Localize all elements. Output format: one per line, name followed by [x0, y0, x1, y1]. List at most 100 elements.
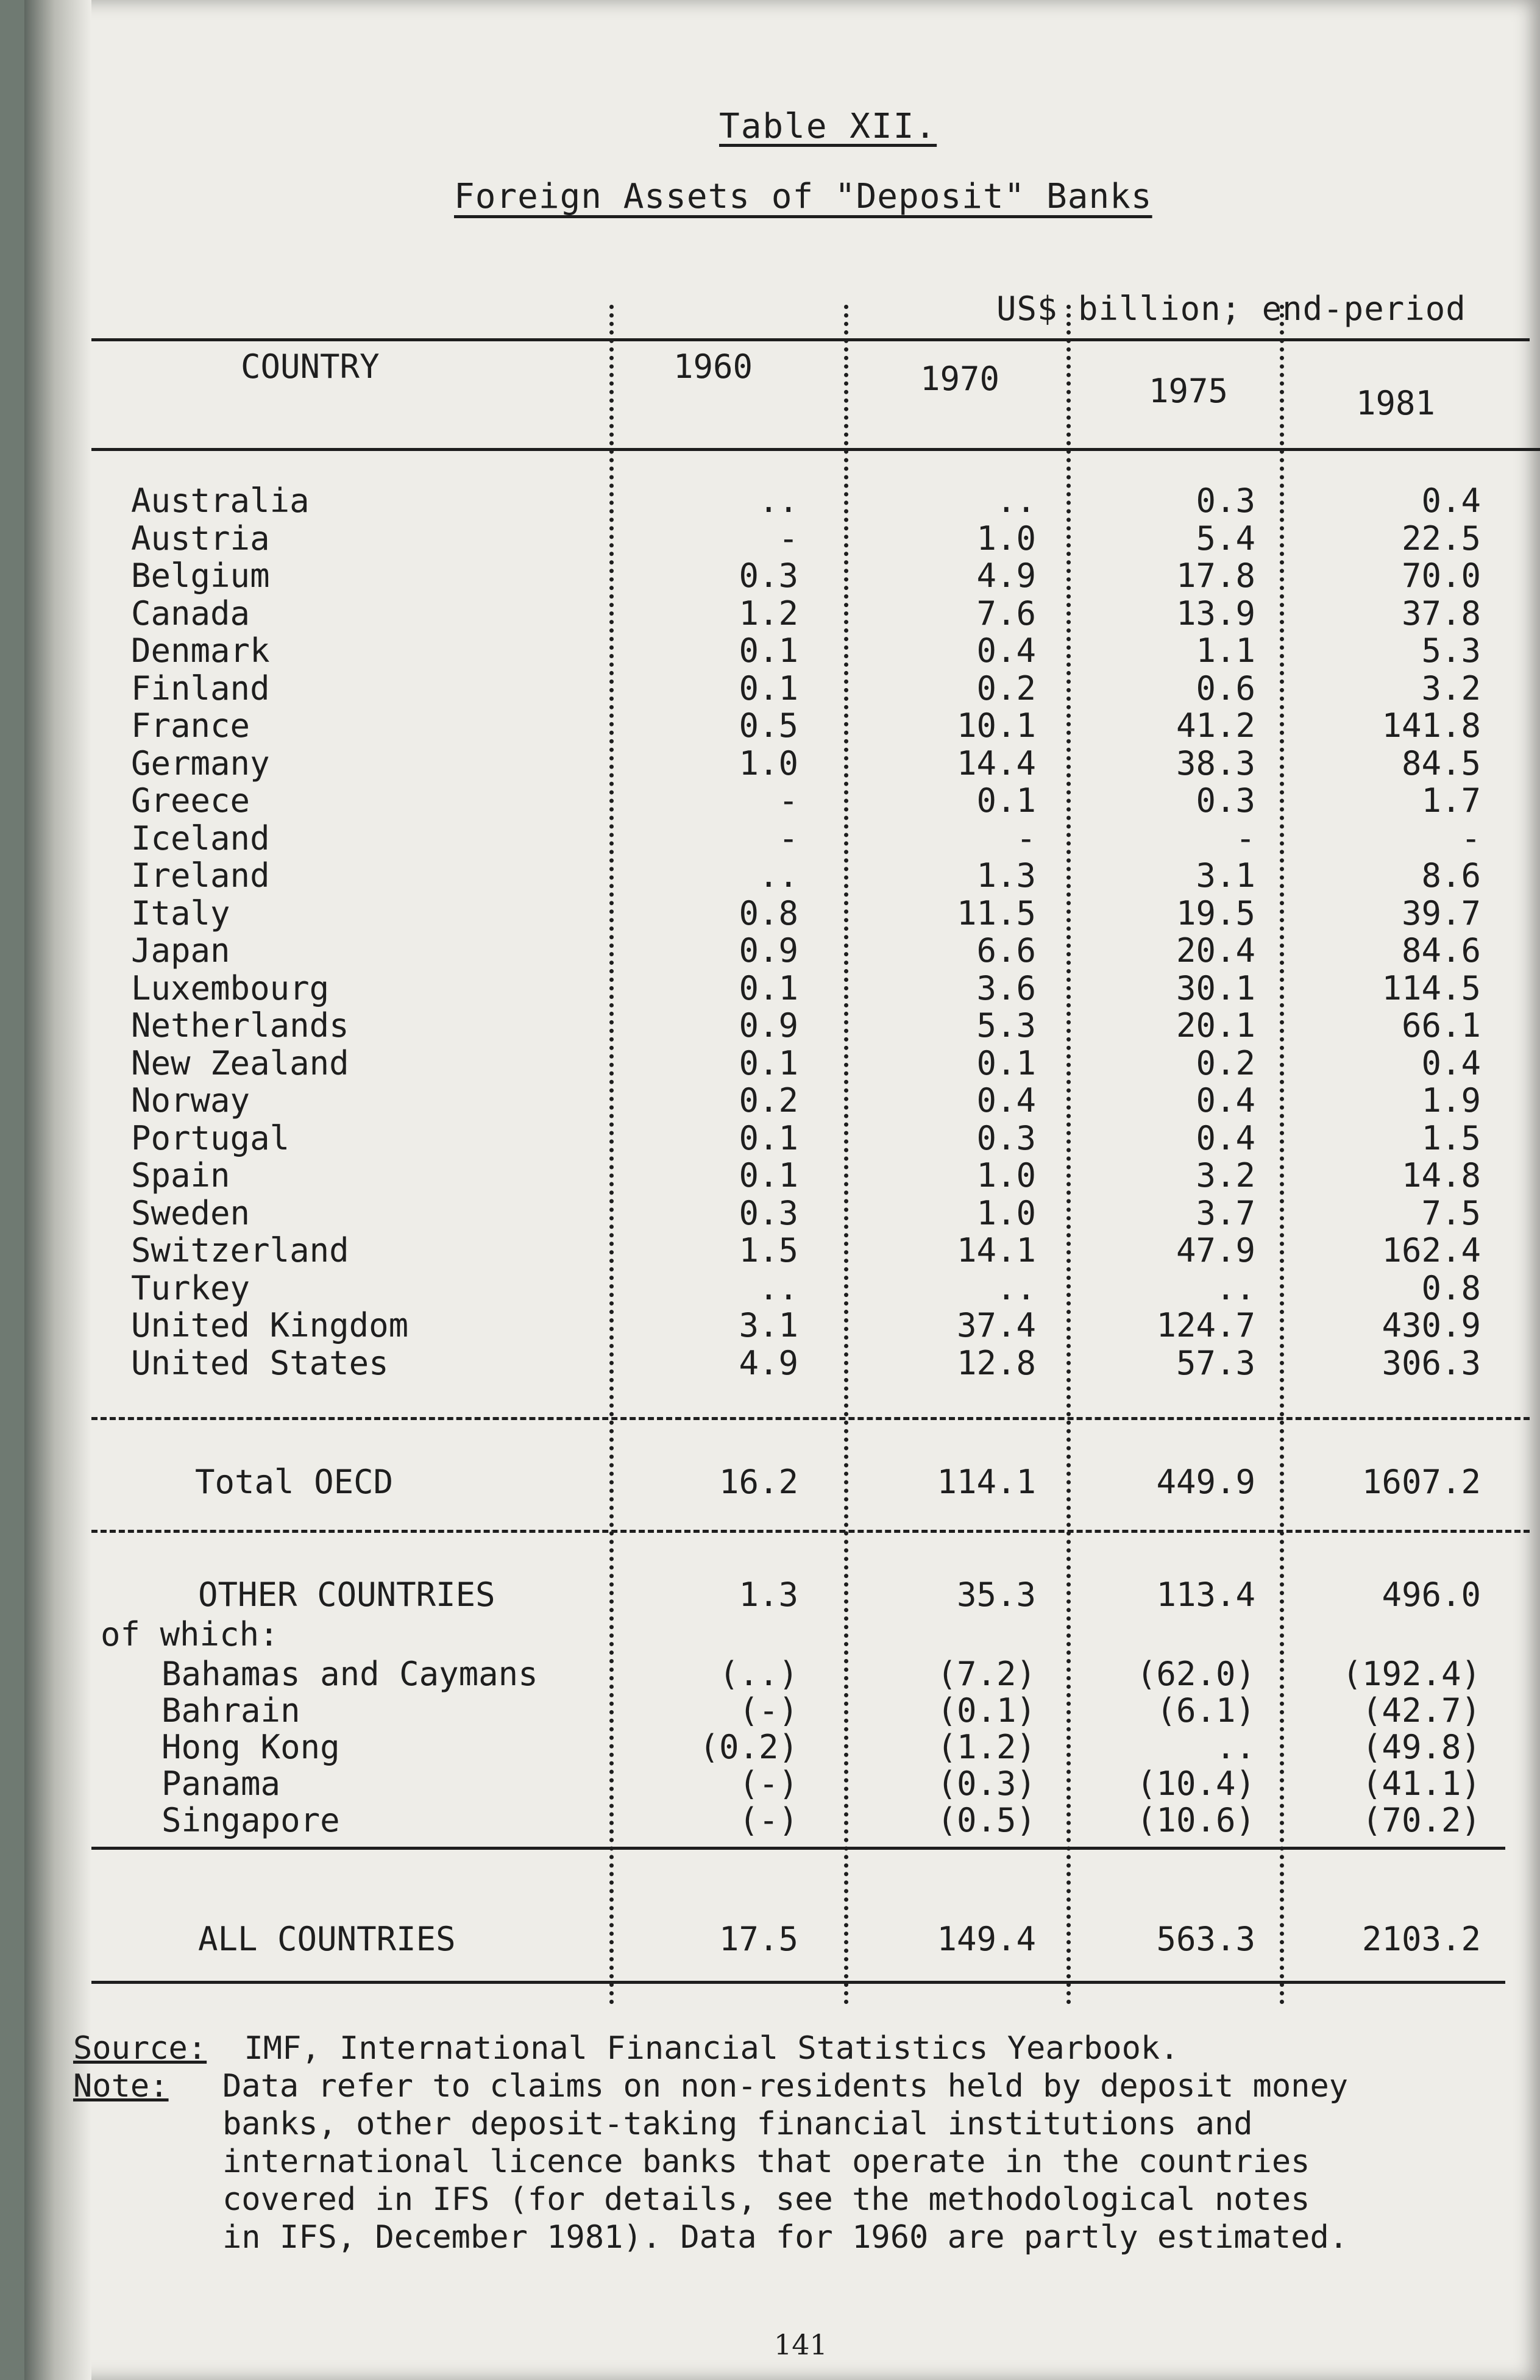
cell-1981: (41.1)	[1361, 1764, 1481, 1803]
cell-1981: 0.8	[1421, 1268, 1481, 1307]
cell-1960: 0.3	[739, 556, 798, 595]
country-cell: Australia	[131, 481, 310, 520]
cell-1970: 12.8	[956, 1343, 1036, 1382]
cell-1970: (0.5)	[937, 1801, 1036, 1839]
cell-1981: 37.8	[1401, 594, 1481, 633]
column-divider	[1066, 305, 1071, 2005]
cell-1970: -	[1016, 819, 1036, 858]
source-text: IMF, International Financial Statistics …	[244, 2030, 1179, 2067]
table-row: Panama (-) (0.3) (10.4) (41.1)	[24, 1764, 1540, 1803]
cell-1960: ..	[758, 1268, 798, 1307]
country-cell: Bahrain	[161, 1691, 300, 1730]
cell-1975: 3.1	[1196, 856, 1255, 895]
cell-1975: (62.0)	[1136, 1655, 1255, 1693]
table-row: Portugal 0.1 0.3 0.4 1.5	[24, 1119, 1540, 1157]
cell-1970: 4.9	[976, 556, 1036, 595]
country-cell: Turkey	[131, 1268, 250, 1307]
dashed-rule	[91, 1417, 1530, 1420]
header-1981: 1981	[1356, 384, 1436, 422]
cell-1970: 114.1	[937, 1463, 1036, 1501]
header-1970: 1970	[920, 360, 1000, 398]
cell-1960: 16.2	[719, 1463, 798, 1501]
cell-1960: -	[778, 519, 798, 558]
note-label: Note:	[73, 2068, 169, 2105]
country-cell: Bahamas and Caymans	[161, 1655, 538, 1693]
cell-1970: 1.0	[976, 1156, 1036, 1195]
cell-1960: 0.1	[739, 968, 798, 1007]
country-cell: New Zealand	[131, 1043, 349, 1082]
note-lines: Data refer to claims on non-residents he…	[222, 2067, 1533, 2256]
country-cell: Luxembourg	[131, 968, 330, 1007]
cell-1970: 0.2	[976, 669, 1036, 708]
cell-1981: 70.0	[1401, 556, 1481, 595]
cell-1975: 19.5	[1176, 893, 1255, 932]
table-title: Table XII.	[719, 107, 937, 146]
cell-1975: (10.6)	[1136, 1801, 1255, 1839]
cell-1960: 0.1	[739, 1043, 798, 1082]
cell-1960: 1.0	[739, 744, 798, 783]
cell-1981: 141.8	[1382, 706, 1481, 745]
cell-1960: (..)	[719, 1655, 798, 1693]
page-gutter	[24, 0, 91, 2380]
table-row: Singapore (-) (0.5) (10.6) (70.2)	[24, 1801, 1540, 1839]
total-oecd-row: Total OECD 16.2 114.1 449.9 1607.2	[24, 1463, 1540, 1501]
cell-1970: 14.1	[956, 1231, 1036, 1270]
country-cell: Ireland	[131, 856, 270, 895]
row-label: Total OECD	[195, 1463, 394, 1501]
cell-1960: 0.8	[739, 893, 798, 932]
table-row: Italy 0.8 11.5 19.5 39.7	[24, 894, 1540, 932]
cell-1970: 11.5	[956, 893, 1036, 932]
table-row: United States 4.9 12.8 57.3 306.3	[24, 1344, 1540, 1382]
cell-1970: 37.4	[956, 1306, 1036, 1345]
cell-1970: 1.0	[976, 519, 1036, 558]
cell-1960: 0.3	[739, 1193, 798, 1232]
column-divider	[844, 305, 848, 2005]
cell-1975: 3.2	[1196, 1156, 1255, 1195]
table-row: New Zealand 0.1 0.1 0.2 0.4	[24, 1044, 1540, 1082]
cell-1970: (1.2)	[937, 1728, 1036, 1766]
cell-1960: 0.1	[739, 669, 798, 708]
cell-1981: 14.8	[1401, 1156, 1481, 1195]
book-page: Table XII. Foreign Assets of "Deposit" B…	[24, 0, 1540, 2380]
cell-1970: 14.4	[956, 744, 1036, 783]
cell-1975: 0.6	[1196, 669, 1255, 708]
cell-1960: 4.9	[739, 1343, 798, 1382]
cell-1960: 17.5	[719, 1920, 798, 1958]
page-number: 141	[774, 2328, 828, 2361]
cell-1975: 3.7	[1196, 1193, 1255, 1232]
cell-1981: 0.4	[1421, 1043, 1481, 1082]
cell-1960: -	[778, 819, 798, 858]
table-row: Norway 0.2 0.4 0.4 1.9	[24, 1081, 1540, 1120]
cell-1970: 149.4	[937, 1920, 1036, 1958]
table-row: Bahrain (-) (0.1) (6.1) (42.7)	[24, 1691, 1540, 1730]
country-cell: Finland	[131, 669, 270, 708]
cell-1981: 5.3	[1421, 631, 1481, 670]
country-cell: Denmark	[131, 631, 270, 670]
table-row: France 0.5 10.1 41.2 141.8	[24, 706, 1540, 745]
cell-1970: (0.3)	[937, 1764, 1036, 1803]
cell-1975: 0.4	[1196, 1081, 1255, 1120]
table-row: United Kingdom 3.1 37.4 124.7 430.9	[24, 1306, 1540, 1345]
cell-1981: 84.6	[1401, 931, 1481, 970]
cell-1975: 20.4	[1176, 931, 1255, 970]
note-line: in IFS, December 1981). Data for 1960 ar…	[222, 2219, 1349, 2256]
cell-1960: 0.1	[739, 1156, 798, 1195]
cell-1960: ..	[758, 481, 798, 520]
cell-1970: 7.6	[976, 594, 1036, 633]
country-cell: France	[131, 706, 250, 745]
country-cell: Italy	[131, 893, 230, 932]
note-line: banks, other deposit-taking financial in…	[222, 2106, 1253, 2142]
table-row: Greece - 0.1 0.3 1.7	[24, 781, 1540, 820]
cell-1975: 57.3	[1176, 1343, 1255, 1382]
note-line: Data refer to claims on non-residents he…	[222, 2068, 1349, 2105]
bottom-rule	[91, 1981, 1505, 1984]
cell-1970: 0.1	[976, 1043, 1036, 1082]
cell-1970: 5.3	[976, 1006, 1036, 1045]
cell-1970: 3.6	[976, 968, 1036, 1007]
cell-1975: 47.9	[1176, 1231, 1255, 1270]
header-rule	[91, 448, 1540, 451]
note-line: international licence banks that operate…	[222, 2144, 1310, 2180]
cell-1975: (6.1)	[1156, 1691, 1255, 1730]
table-row: Iceland - - - -	[24, 819, 1540, 858]
cell-1975: ..	[1215, 1268, 1255, 1307]
